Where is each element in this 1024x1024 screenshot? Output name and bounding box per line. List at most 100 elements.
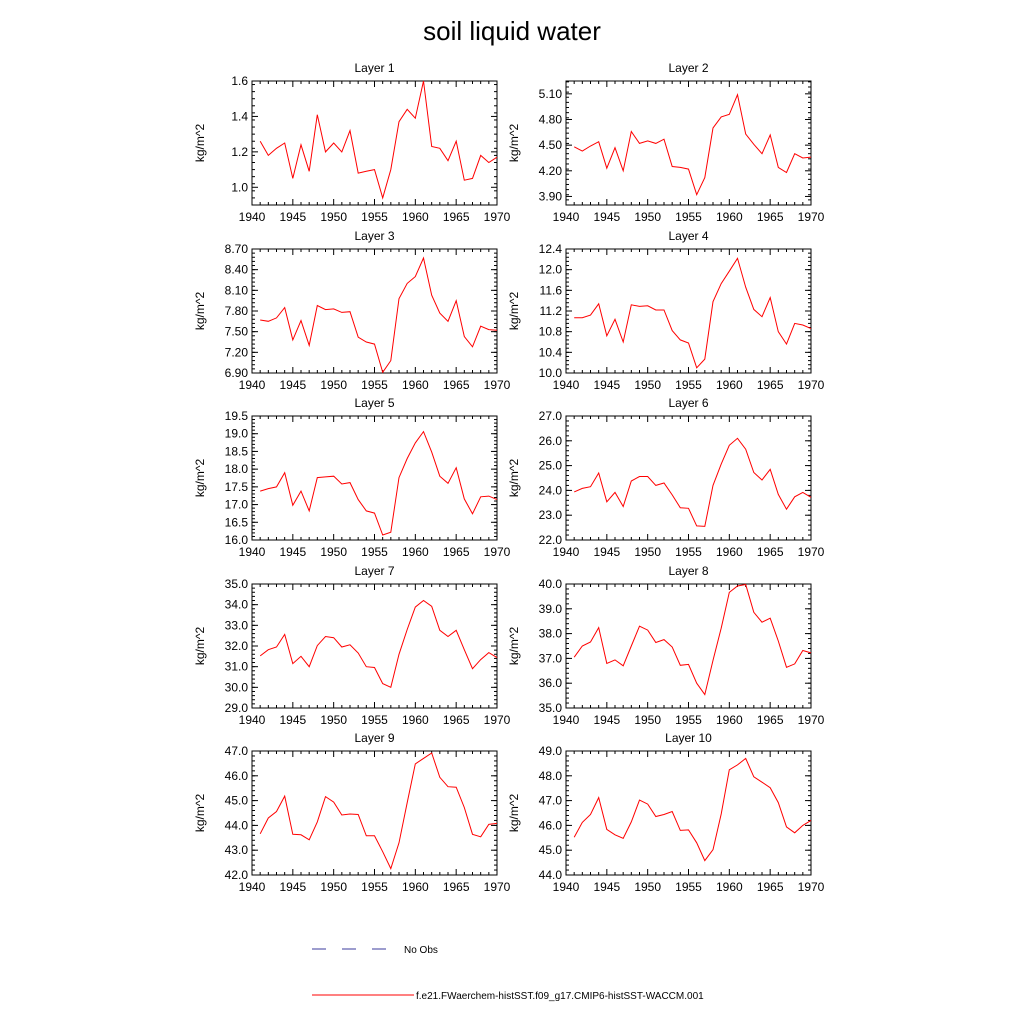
y-tick-label: 42.0 — [225, 868, 249, 882]
y-tick-label: 10.0 — [539, 366, 563, 380]
y-tick-label: 4.50 — [539, 138, 563, 152]
y-tick-label: 10.8 — [539, 325, 563, 339]
panel-layer-1: Layer 1 1940 1945 1950 1955 1960 1965 1970 1.0 1.… — [193, 61, 511, 224]
y-tick-label: 47.0 — [225, 744, 249, 758]
y-tick-label: 27.0 — [539, 409, 563, 423]
x-tick-label: 1950 — [634, 880, 661, 894]
series-line — [574, 437, 812, 527]
panel-title: Layer 6 — [668, 396, 708, 410]
y-tick-label: 19.5 — [225, 409, 249, 423]
y-axis-label: kg/m^2 — [507, 627, 521, 666]
x-tick-label: 1965 — [757, 713, 784, 727]
y-tick-label: 44.0 — [225, 818, 249, 832]
x-tick-label: 1955 — [361, 378, 388, 392]
legend-obs-label: No Obs — [404, 945, 438, 956]
x-tick-label: 1945 — [593, 713, 620, 727]
y-axis-label: kg/m^2 — [193, 627, 207, 666]
x-tick-label: 1970 — [798, 545, 825, 559]
panel-layer-6: Layer 6 1940 1945 1950 1955 1960 1965 1970 22.0 2… — [507, 396, 825, 559]
x-tick-label: 1940 — [239, 378, 266, 392]
y-tick-label: 39.0 — [539, 602, 563, 616]
x-tick-label: 1970 — [484, 713, 511, 727]
panel-layer-10: Layer 10 1940 1945 1950 1955 1960 1965 1970 44.0… — [507, 731, 825, 894]
legend-model-label: f.e21.FWaerchem-histSST.f09_g17.CMIP6-hi… — [416, 991, 704, 1002]
y-tick-label: 1.2 — [231, 145, 248, 159]
series-line — [259, 752, 498, 870]
x-tick-label: 1965 — [443, 545, 470, 559]
x-tick-label: 1945 — [279, 713, 306, 727]
x-tick-label: 1955 — [675, 378, 702, 392]
y-tick-label: 35.0 — [225, 577, 249, 591]
x-tick-label: 1945 — [279, 880, 306, 894]
series-line — [260, 256, 498, 374]
x-tick-label: 1965 — [443, 378, 470, 392]
y-tick-label: 46.0 — [225, 769, 249, 783]
plot-frame — [251, 415, 498, 541]
series-line — [573, 757, 812, 862]
x-tick-label: 1940 — [553, 880, 580, 894]
y-tick-label: 7.20 — [225, 345, 249, 359]
x-tick-label: 1950 — [634, 378, 661, 392]
y-tick-label: 16.0 — [225, 533, 249, 547]
y-tick-label: 37.0 — [539, 651, 563, 665]
y-tick-label: 35.0 — [539, 701, 563, 715]
y-tick-label: 22.0 — [539, 533, 563, 547]
x-tick-label: 1970 — [798, 880, 825, 894]
x-tick-label: 1955 — [361, 210, 388, 224]
x-tick-label: 1950 — [634, 210, 661, 224]
x-tick-label: 1950 — [634, 713, 661, 727]
panel-title: Layer 1 — [354, 61, 394, 75]
panel-title: Layer 2 — [668, 61, 708, 75]
x-tick-label: 1960 — [402, 880, 429, 894]
panel-layer-4: Layer 4 1940 1945 1950 1955 1960 1965 1970 10.0 1… — [507, 229, 825, 392]
y-tick-label: 3.90 — [539, 189, 563, 203]
x-tick-label: 1945 — [593, 880, 620, 894]
x-tick-label: 1970 — [798, 378, 825, 392]
y-tick-label: 43.0 — [225, 843, 249, 857]
x-tick-label: 1970 — [484, 545, 511, 559]
y-tick-label: 11.2 — [540, 304, 563, 318]
x-tick-label: 1970 — [484, 378, 511, 392]
figure-title: soil liquid water — [423, 16, 601, 46]
x-tick-label: 1950 — [320, 713, 347, 727]
x-tick-label: 1965 — [443, 713, 470, 727]
x-tick-label: 1965 — [757, 378, 784, 392]
y-axis-label: kg/m^2 — [507, 292, 521, 331]
x-tick-label: 1950 — [320, 880, 347, 894]
y-tick-label: 6.90 — [225, 366, 249, 380]
y-tick-label: 49.0 — [539, 744, 563, 758]
y-tick-label: 17.5 — [225, 480, 249, 494]
x-tick-label: 1940 — [553, 713, 580, 727]
y-tick-label: 8.10 — [225, 283, 249, 297]
plot-frame — [565, 80, 812, 206]
y-tick-label: 23.0 — [539, 508, 563, 522]
y-tick-label: 8.70 — [225, 242, 249, 256]
y-tick-label: 33.0 — [225, 618, 249, 632]
y-tick-label: 8.40 — [225, 263, 249, 277]
legend: No Obs f.e21.FWaerchem-histSST.f09_g17.C… — [312, 945, 704, 1002]
x-tick-label: 1970 — [484, 880, 511, 894]
x-tick-label: 1940 — [239, 210, 266, 224]
x-tick-label: 1960 — [402, 545, 429, 559]
y-tick-label: 7.80 — [225, 304, 249, 318]
x-tick-label: 1970 — [798, 210, 825, 224]
x-tick-label: 1940 — [553, 378, 580, 392]
panel-title: Layer 4 — [668, 229, 708, 243]
y-axis-label: kg/m^2 — [507, 459, 521, 498]
series-line — [573, 583, 812, 696]
y-tick-label: 25.0 — [539, 459, 563, 473]
x-tick-label: 1955 — [675, 880, 702, 894]
panel-layer-5: Layer 5 1940 1945 1950 1955 1960 1965 1970 16.0 1… — [193, 396, 511, 559]
x-tick-label: 1960 — [716, 210, 743, 224]
panel-layer-8: Layer 8 1940 1945 1950 1955 1960 1965 1970 35.0 3… — [507, 564, 825, 727]
x-tick-label: 1960 — [402, 210, 429, 224]
y-tick-label: 1.0 — [231, 180, 248, 194]
x-tick-label: 1945 — [593, 545, 620, 559]
x-tick-label: 1945 — [593, 210, 620, 224]
y-tick-label: 10.4 — [539, 345, 563, 359]
plot-frame — [565, 415, 812, 541]
y-tick-label: 12.0 — [539, 263, 563, 277]
panel-title: Layer 5 — [354, 396, 394, 410]
y-tick-label: 19.0 — [225, 427, 249, 441]
panel-title: Layer 8 — [668, 564, 708, 578]
